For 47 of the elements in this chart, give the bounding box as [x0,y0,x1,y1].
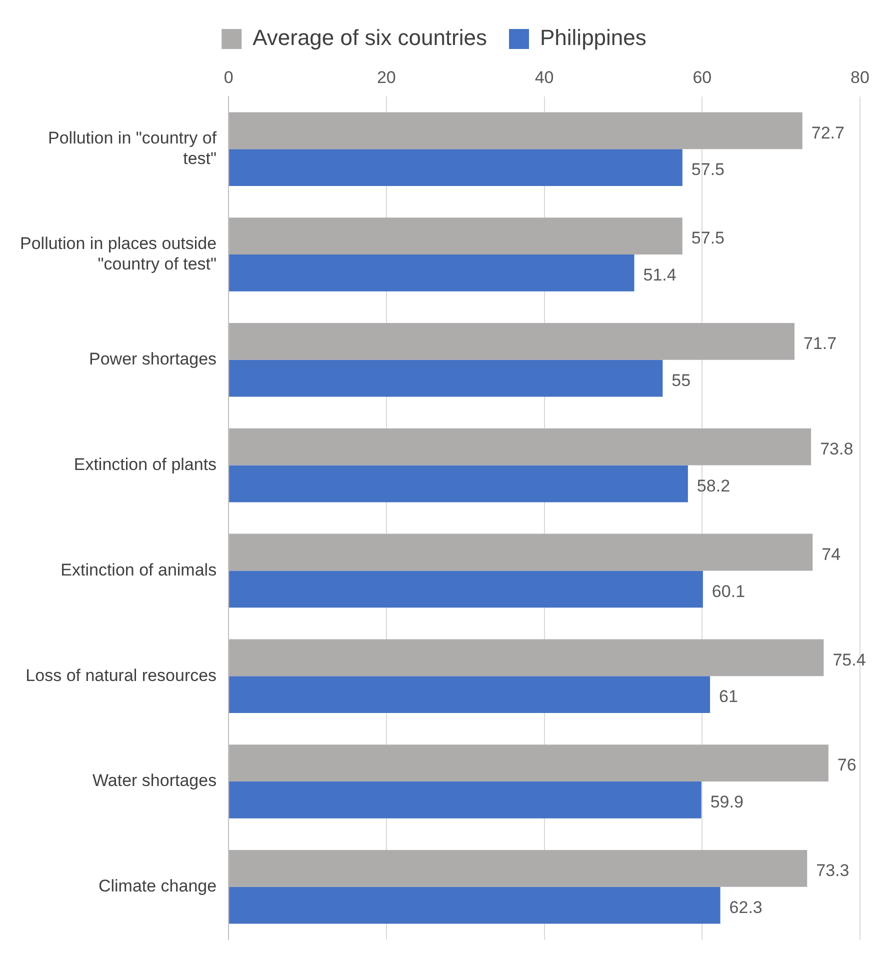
y-tick-label: Pollution in places outside "country of test" [20,234,217,274]
bar [229,850,808,887]
data-label: 72.7 [811,123,844,142]
bar [229,570,703,608]
bar [229,112,802,150]
bar [229,465,688,502]
data-label: 55 [672,371,691,390]
bar [229,254,634,292]
data-label: 75.4 [832,650,866,670]
y-tick-label: Loss of natural resources [26,666,217,685]
bar [229,639,824,676]
data-label: 76 [837,756,856,775]
data-label: 61 [719,687,738,706]
y-tick-label: Power shortages [88,350,217,369]
x-tick-label: 0 [224,68,234,87]
bar [229,428,812,466]
x-tick-label: 20 [376,68,396,87]
bar [229,676,710,713]
data-label: 73.3 [816,861,850,880]
x-tick-label: 60 [692,68,712,87]
legend-label: Philippines [540,25,646,50]
data-label: 57.5 [691,228,725,248]
data-label: 51.4 [643,266,676,285]
data-label: 73.8 [820,440,854,459]
bar [229,886,720,924]
bar [229,744,828,782]
data-label: 57.5 [691,160,725,180]
bar [229,534,813,571]
y-tick-label: Climate change [98,876,217,896]
bar [229,149,682,186]
y-tick-label: Extinction of animals [60,560,217,580]
data-label: 60.1 [712,582,746,601]
data-label: 58.2 [696,476,730,496]
y-tick-label: Pollution in "country of test" [48,128,217,168]
y-tick-label: Water shortages [92,771,217,790]
x-tick-label: 80 [850,68,870,87]
bar [229,218,682,254]
bar [229,323,794,360]
data-label: 62.3 [729,898,762,918]
y-tick-label: Extinction of plants [74,454,217,474]
data-label: 59.9 [710,792,744,812]
data-label: 74 [822,544,841,564]
x-tick-label: 40 [534,68,554,87]
data-label: 71.7 [803,334,837,354]
bar [229,782,702,818]
legend-label: Average of six countries [252,25,487,50]
bar [229,360,663,397]
